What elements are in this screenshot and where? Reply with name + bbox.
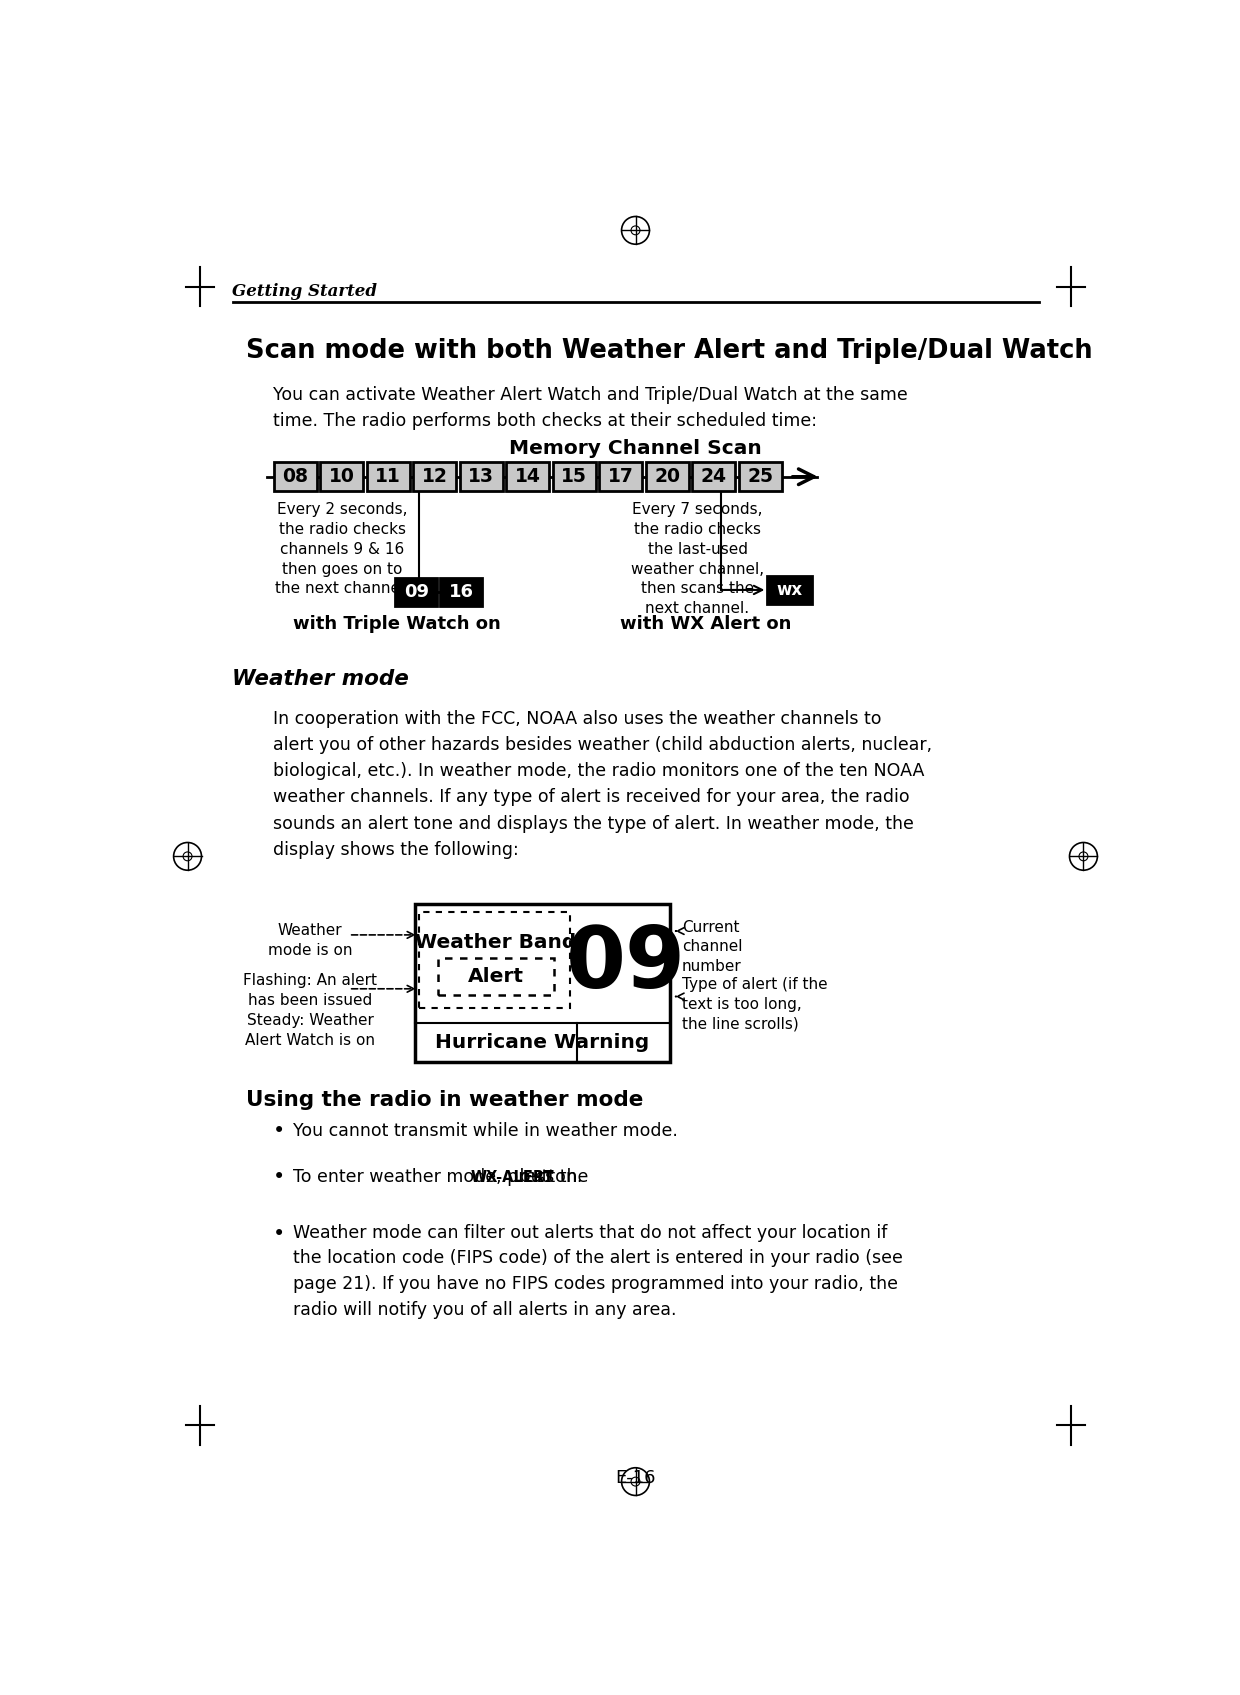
Text: Flashing: An alert
has been issued
Steady: Weather
Alert Watch is on: Flashing: An alert has been issued Stead… (243, 973, 377, 1048)
Text: 25: 25 (748, 468, 774, 486)
FancyBboxPatch shape (320, 463, 363, 492)
Text: Type of alert (if the
text is too long,
the line scrolls): Type of alert (if the text is too long, … (682, 978, 827, 1032)
Text: 20: 20 (655, 468, 681, 486)
Text: Scan mode with both Weather Alert and Triple/Dual Watch: Scan mode with both Weather Alert and Tr… (247, 339, 1094, 364)
FancyBboxPatch shape (599, 463, 642, 492)
FancyBboxPatch shape (553, 463, 596, 492)
Text: Weather mode can filter out alerts that do not affect your location if
the locat: Weather mode can filter out alerts that … (293, 1224, 903, 1319)
Text: Weather
mode is on: Weather mode is on (268, 924, 352, 958)
Text: Current
channel
number: Current channel number (682, 919, 743, 975)
Text: 08: 08 (283, 468, 309, 486)
Text: Getting Started: Getting Started (233, 283, 377, 300)
Text: WX-ALERT: WX-ALERT (471, 1170, 554, 1185)
Text: with WX Alert on: with WX Alert on (620, 615, 791, 634)
FancyBboxPatch shape (506, 463, 549, 492)
FancyBboxPatch shape (739, 463, 782, 492)
Text: 16: 16 (449, 583, 474, 602)
FancyBboxPatch shape (367, 463, 410, 492)
Text: button.: button. (515, 1168, 583, 1186)
Text: 14: 14 (515, 468, 541, 486)
Text: 09: 09 (404, 583, 429, 602)
Text: To enter weather mode, press the: To enter weather mode, press the (293, 1168, 594, 1186)
FancyBboxPatch shape (460, 463, 503, 492)
FancyBboxPatch shape (396, 578, 438, 607)
Text: You can activate Weather Alert Watch and Triple/Dual Watch at the same
time. The: You can activate Weather Alert Watch and… (273, 386, 908, 429)
Text: Hurricane Warning: Hurricane Warning (435, 1034, 650, 1053)
Text: Every 2 seconds,
the radio checks
channels 9 & 16
then goes on to
the next chann: Every 2 seconds, the radio checks channe… (275, 502, 409, 597)
FancyBboxPatch shape (414, 903, 671, 1063)
Text: 13: 13 (469, 468, 495, 486)
Text: 12: 12 (422, 468, 448, 486)
Text: Every 7 seconds,
the radio checks
the last-used
weather channel,
then scans the
: Every 7 seconds, the radio checks the la… (631, 502, 764, 617)
Text: wx: wx (776, 581, 802, 598)
Text: •: • (273, 1224, 285, 1244)
FancyBboxPatch shape (768, 576, 812, 603)
Text: 17: 17 (608, 468, 634, 486)
FancyBboxPatch shape (692, 463, 735, 492)
Text: Memory Channel Scan: Memory Channel Scan (510, 439, 761, 458)
Text: 11: 11 (376, 468, 402, 486)
Text: with Triple Watch on: with Triple Watch on (293, 615, 501, 634)
Text: 24: 24 (701, 468, 727, 486)
Text: 15: 15 (562, 468, 588, 486)
Text: Weather mode: Weather mode (233, 670, 409, 690)
Text: E-16: E-16 (615, 1470, 656, 1487)
Text: 10: 10 (329, 468, 355, 486)
FancyBboxPatch shape (413, 463, 456, 492)
FancyBboxPatch shape (438, 958, 554, 995)
FancyBboxPatch shape (646, 463, 689, 492)
Text: 09: 09 (565, 922, 686, 1005)
Text: •: • (273, 1122, 285, 1141)
Text: Alert: Alert (467, 966, 525, 986)
Text: In cooperation with the FCC, NOAA also uses the weather channels to
alert you of: In cooperation with the FCC, NOAA also u… (273, 710, 932, 859)
Text: •: • (273, 1168, 285, 1188)
FancyBboxPatch shape (440, 578, 482, 607)
FancyBboxPatch shape (274, 463, 317, 492)
Text: Using the radio in weather mode: Using the radio in weather mode (247, 1090, 644, 1110)
Text: Weather Band: Weather Band (415, 934, 577, 953)
Text: You cannot transmit while in weather mode.: You cannot transmit while in weather mod… (293, 1122, 678, 1141)
